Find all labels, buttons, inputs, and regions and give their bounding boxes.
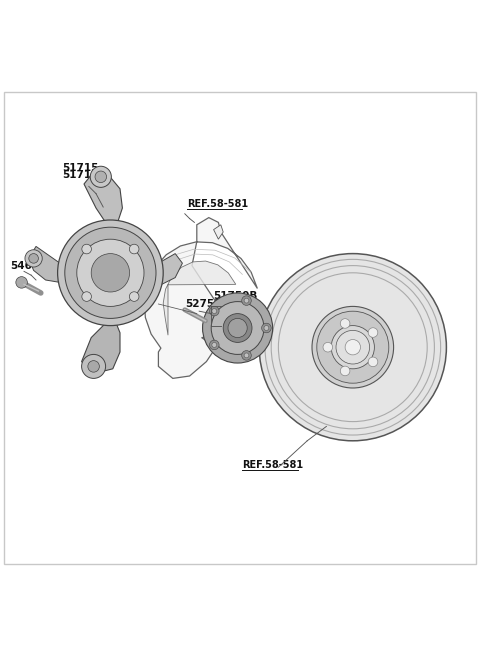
Circle shape [25, 250, 42, 267]
Circle shape [90, 166, 111, 188]
Circle shape [228, 318, 247, 338]
Circle shape [82, 354, 106, 379]
Circle shape [331, 325, 374, 369]
Circle shape [312, 306, 394, 388]
Circle shape [129, 244, 139, 254]
Circle shape [244, 353, 249, 358]
Circle shape [317, 311, 389, 383]
Polygon shape [29, 247, 60, 282]
Circle shape [242, 350, 252, 360]
Circle shape [209, 306, 219, 316]
Circle shape [244, 298, 249, 303]
Circle shape [16, 277, 27, 288]
Text: 54645: 54645 [11, 260, 47, 270]
Circle shape [368, 357, 378, 367]
Polygon shape [214, 225, 223, 239]
Circle shape [129, 292, 139, 301]
Circle shape [336, 331, 370, 364]
Circle shape [58, 220, 163, 325]
Polygon shape [82, 321, 120, 374]
Circle shape [211, 302, 264, 354]
Text: REF.58-581: REF.58-581 [187, 199, 248, 209]
Circle shape [340, 319, 350, 328]
Polygon shape [144, 218, 257, 379]
Text: 51716: 51716 [62, 170, 99, 180]
Circle shape [91, 254, 130, 292]
Text: 51715: 51715 [62, 163, 99, 173]
Circle shape [203, 293, 273, 363]
Circle shape [212, 342, 216, 347]
Circle shape [259, 254, 446, 441]
Text: REF.58-581: REF.58-581 [242, 460, 303, 470]
Polygon shape [84, 172, 122, 222]
Circle shape [223, 314, 252, 342]
Circle shape [95, 171, 107, 182]
Circle shape [368, 328, 378, 337]
Polygon shape [163, 261, 236, 335]
Polygon shape [158, 254, 182, 285]
Circle shape [262, 323, 271, 333]
Circle shape [82, 244, 92, 254]
Text: 52752: 52752 [185, 298, 221, 309]
Circle shape [82, 292, 92, 301]
Circle shape [209, 340, 219, 350]
Circle shape [65, 227, 156, 318]
Text: 51750B: 51750B [214, 291, 258, 300]
Circle shape [88, 361, 99, 372]
Circle shape [212, 309, 216, 314]
Circle shape [77, 239, 144, 306]
Circle shape [264, 325, 269, 331]
Circle shape [323, 342, 333, 352]
Circle shape [242, 296, 252, 306]
Circle shape [345, 340, 360, 355]
Circle shape [340, 366, 350, 376]
Circle shape [29, 254, 38, 263]
